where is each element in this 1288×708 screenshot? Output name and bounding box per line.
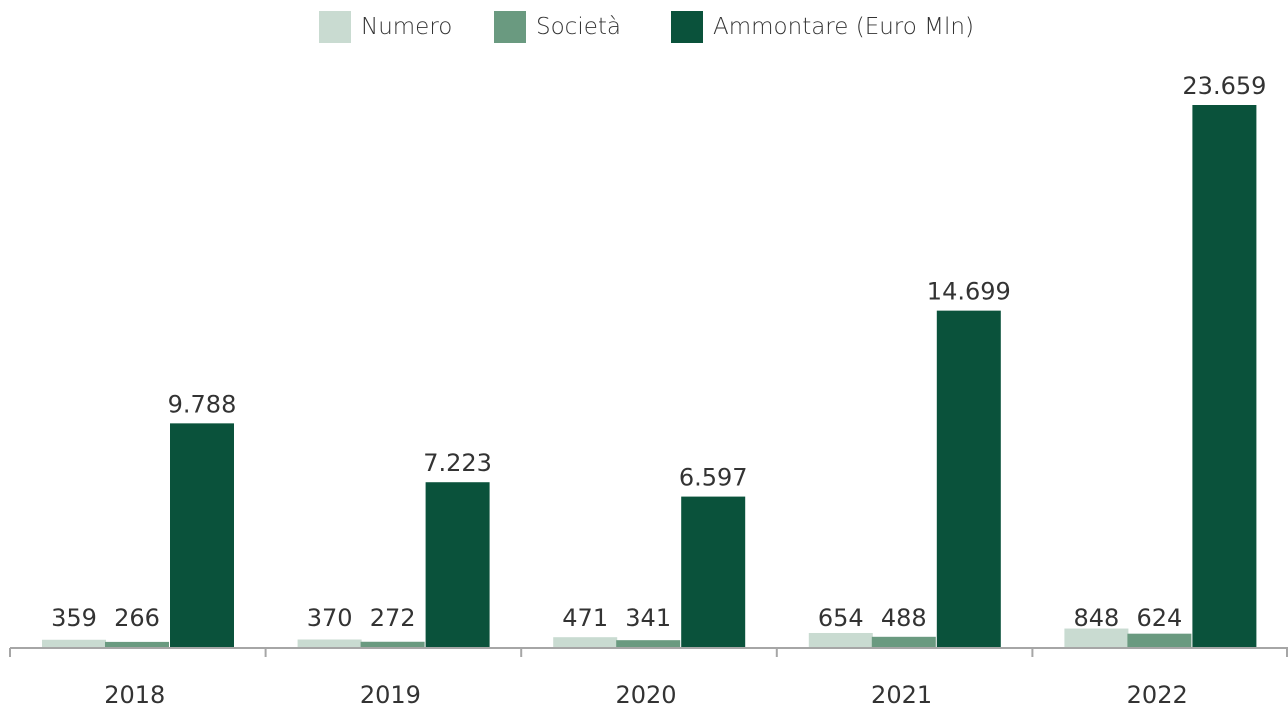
data-label-societa-2021: 488 xyxy=(881,604,927,632)
data-label-numero-2018: 359 xyxy=(51,604,97,632)
data-label-societa-2018: 266 xyxy=(114,604,160,632)
data-label-societa-2020: 341 xyxy=(625,604,671,632)
bar-ammontare-euro-mln-2022 xyxy=(1192,105,1257,648)
data-label-ammontare-euro-mln-2019: 7.223 xyxy=(423,449,492,477)
bar-societa-2019 xyxy=(360,641,425,648)
bar-numero-2018 xyxy=(42,639,106,648)
data-label-ammontare-euro-mln-2022: 23.659 xyxy=(1182,72,1266,100)
data-label-ammontare-euro-mln-2021: 14.699 xyxy=(927,278,1011,306)
legend-swatch-societa xyxy=(494,11,526,43)
legend: Numero Società Ammontare (Euro Mln) xyxy=(0,10,1288,44)
legend-swatch-ammontare xyxy=(671,11,703,43)
legend-item-numero: Numero xyxy=(319,10,452,44)
bar-ammontare-euro-mln-2020 xyxy=(681,496,746,648)
legend-swatch-numero xyxy=(319,11,351,43)
legend-label-numero: Numero xyxy=(361,14,453,40)
legend-label-societa: Società xyxy=(536,14,621,40)
bar-ammontare-euro-mln-2018 xyxy=(170,423,234,648)
bar-ammontare-euro-mln-2021 xyxy=(936,310,1001,648)
bar-numero-2019 xyxy=(297,639,362,648)
bar-numero-2020 xyxy=(553,637,618,648)
data-label-societa-2019: 272 xyxy=(370,604,416,632)
x-tick-label-2020: 2020 xyxy=(615,681,676,708)
data-label-numero-2019: 370 xyxy=(307,604,353,632)
data-label-societa-2022: 624 xyxy=(1136,604,1182,632)
bar-numero-2022 xyxy=(1064,628,1129,648)
data-label-ammontare-euro-mln-2018: 9.788 xyxy=(168,390,237,418)
data-label-numero-2020: 471 xyxy=(562,604,608,632)
bar-societa-2022 xyxy=(1127,633,1192,648)
x-tick-label-2018: 2018 xyxy=(104,681,165,708)
x-tick-label-2022: 2022 xyxy=(1127,681,1188,708)
bar-numero-2021 xyxy=(808,632,873,648)
bar-societa-2020 xyxy=(616,640,681,648)
x-tick-label-2019: 2019 xyxy=(360,681,421,708)
x-tick-label-2021: 2021 xyxy=(871,681,932,708)
data-label-numero-2021: 654 xyxy=(818,604,864,632)
legend-item-societa: Società xyxy=(494,10,621,44)
bar-societa-2018 xyxy=(105,641,169,648)
legend-label-ammontare: Ammontare (Euro Mln) xyxy=(713,14,974,40)
bar-societa-2021 xyxy=(871,636,936,648)
bar-ammontare-euro-mln-2019 xyxy=(425,482,490,648)
legend-item-ammontare: Ammontare (Euro Mln) xyxy=(671,10,974,44)
data-label-ammontare-euro-mln-2020: 6.597 xyxy=(679,464,748,492)
data-label-numero-2022: 848 xyxy=(1073,604,1119,632)
